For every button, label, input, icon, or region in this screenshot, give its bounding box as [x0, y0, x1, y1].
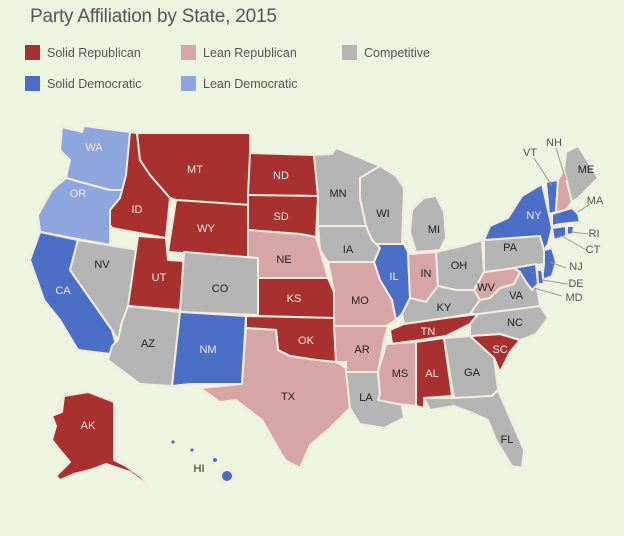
label-mi: MI	[428, 224, 440, 236]
state-il[interactable]	[373, 243, 411, 321]
label-nm: NM	[199, 344, 216, 356]
label-ia: IA	[343, 244, 354, 256]
label-wa: WA	[85, 142, 103, 154]
label-nc: NC	[507, 317, 523, 329]
label-ok: OK	[298, 335, 315, 347]
leader-ct	[561, 235, 587, 251]
label-ny: NY	[526, 210, 542, 222]
state-hi-oahu	[190, 448, 194, 452]
leader-ri	[571, 231, 589, 235]
label-nd: ND	[273, 170, 289, 182]
label-co: CO	[212, 283, 229, 295]
state-mt[interactable]	[136, 132, 251, 206]
leader-ma	[577, 203, 591, 213]
legend-item-competitive: Competitive	[342, 45, 430, 60]
legend-label: Lean Republican	[203, 45, 297, 60]
state-hi-big-island[interactable]	[220, 469, 234, 483]
label-ne: NE	[276, 254, 291, 266]
state-nm[interactable]	[171, 311, 247, 387]
label-mt: MT	[187, 164, 203, 176]
label-va: VA	[509, 290, 524, 302]
leader-vt	[533, 157, 553, 187]
label-tx: TX	[281, 391, 296, 403]
legend-swatch-solid-democratic	[25, 76, 40, 91]
label-al: AL	[425, 368, 438, 380]
state-tx[interactable]	[199, 327, 351, 469]
label-ut: UT	[152, 272, 167, 284]
legend-item-solid-republican: Solid Republican	[25, 45, 141, 60]
label-de: DE	[568, 278, 583, 290]
label-sc: SC	[492, 344, 507, 356]
leader-nh	[555, 147, 567, 181]
legend-label: Competitive	[364, 45, 430, 60]
label-ma: MA	[587, 195, 604, 207]
label-wv: WV	[477, 282, 495, 294]
legend-label: Solid Republican	[47, 45, 141, 60]
state-mi[interactable]	[409, 195, 447, 253]
label-ga: GA	[464, 367, 481, 379]
label-id: ID	[132, 204, 143, 216]
label-la: LA	[359, 392, 373, 404]
label-az: AZ	[141, 338, 155, 350]
label-ar: AR	[354, 344, 369, 356]
label-oh: OH	[451, 260, 468, 272]
label-ak: AK	[81, 420, 96, 432]
state-me[interactable]	[563, 145, 599, 203]
leader-md	[533, 287, 563, 297]
state-ak[interactable]	[51, 391, 151, 487]
state-ma[interactable]	[551, 207, 581, 227]
label-md: MD	[565, 292, 582, 304]
label-wi: WI	[376, 208, 389, 220]
label-ca: CA	[55, 285, 71, 297]
state-fl[interactable]	[423, 389, 525, 469]
legend-item-lean-republican: Lean Republican	[181, 45, 297, 60]
label-or: OR	[70, 188, 87, 200]
label-nv: NV	[94, 259, 110, 271]
label-sd: SD	[273, 211, 288, 223]
label-ms: MS	[392, 368, 409, 380]
label-ky: KY	[437, 302, 452, 314]
legend-swatch-solid-republican	[25, 45, 40, 60]
label-fl: FL	[501, 434, 514, 446]
state-hi-kauai	[171, 440, 175, 444]
label-hi: HI	[194, 463, 205, 475]
label-vt: VT	[523, 147, 537, 159]
state-hi-maui	[213, 458, 217, 462]
map-title: Party Affiliation by State, 2015	[30, 6, 277, 27]
legend-swatch-lean-republican	[181, 45, 196, 60]
label-ks: KS	[287, 293, 302, 305]
label-il: IL	[389, 271, 398, 283]
state-labels: WA OR CA NV ID MT WY UT CO AZ NM ND SD N…	[55, 137, 604, 475]
legend-swatch-lean-democratic	[181, 76, 196, 91]
legend-label: Lean Democratic	[203, 76, 298, 91]
legend: Solid Republican Lean Republican Competi…	[25, 45, 445, 95]
leader-de	[541, 279, 569, 285]
legend-item-lean-democratic: Lean Democratic	[181, 76, 298, 91]
label-in: IN	[421, 268, 432, 280]
state-ri[interactable]	[566, 225, 575, 236]
state-md[interactable]	[513, 263, 539, 291]
label-ct: CT	[586, 244, 601, 256]
legend-item-solid-democratic: Solid Democratic	[25, 76, 141, 91]
label-nh: NH	[546, 137, 562, 149]
label-tn: TN	[421, 326, 436, 338]
legend-swatch-competitive	[342, 45, 357, 60]
state-ct[interactable]	[551, 225, 567, 241]
label-mo: MO	[351, 295, 369, 307]
state-nj[interactable]	[541, 247, 557, 281]
label-pa: PA	[503, 242, 518, 254]
legend-label: Solid Democratic	[47, 76, 142, 91]
label-wy: WY	[197, 223, 215, 235]
leader-nj	[549, 261, 567, 269]
label-ri: RI	[589, 228, 600, 240]
label-nj: NJ	[569, 261, 582, 273]
label-mn: MN	[329, 188, 346, 200]
label-me: ME	[578, 164, 595, 176]
